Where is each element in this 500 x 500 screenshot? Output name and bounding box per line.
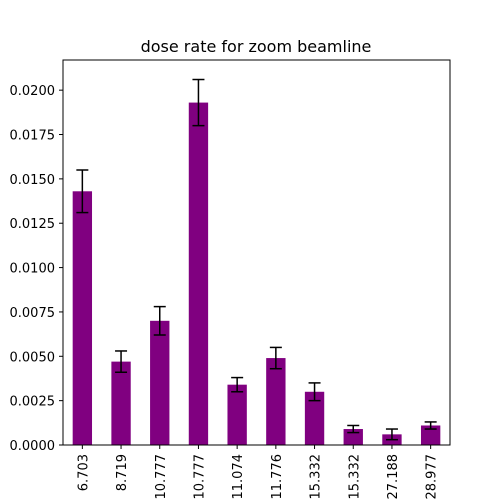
bars-layer [72, 102, 441, 446]
x-tick-label: 11.074 [231, 454, 246, 500]
y-tick-label: 0.0000 [10, 439, 56, 454]
bar [150, 320, 170, 445]
bar [188, 102, 209, 446]
y-tick-label: 0.0125 [10, 217, 56, 232]
y-axis: 0.0000 0.0025 0.0050 0.0075 0.0100 0.0125 0.01… [10, 84, 63, 454]
x-tick-label: 27.188 [386, 454, 401, 500]
bar [304, 391, 325, 445]
y-tick-label: 0.0175 [10, 129, 56, 144]
error-bars-layer [76, 78, 437, 441]
x-tick-label: 15.332 [347, 454, 362, 500]
x-tick-label: 28.977 [425, 454, 440, 500]
y-tick-label: 0.0100 [10, 262, 56, 277]
bar [420, 425, 441, 445]
y-tick-label: 0.0150 [10, 173, 56, 188]
x-tick-label: 15.332 [309, 454, 324, 500]
chart-title: dose rate for zoom beamline [141, 37, 372, 56]
x-tick-label: 8.719 [115, 454, 130, 491]
bar [72, 191, 93, 445]
y-tick-label: 0.0050 [10, 350, 56, 365]
bar [111, 361, 131, 445]
x-tick-label: 10.777 [154, 454, 169, 500]
x-tick-label: 6.703 [76, 454, 91, 491]
x-tick-label: 10.777 [192, 454, 207, 500]
y-tick-label: 0.0200 [10, 84, 56, 99]
bar [266, 358, 286, 445]
y-tick-label: 0.0025 [10, 395, 56, 410]
y-tick-label: 0.0075 [10, 306, 56, 321]
x-axis: 6.703 8.719 10.777 10.777 11.074 11.776 15.332… [76, 445, 440, 500]
plot-frame [62, 59, 451, 446]
x-tick-label: 11.776 [270, 454, 285, 500]
bar [227, 384, 247, 445]
